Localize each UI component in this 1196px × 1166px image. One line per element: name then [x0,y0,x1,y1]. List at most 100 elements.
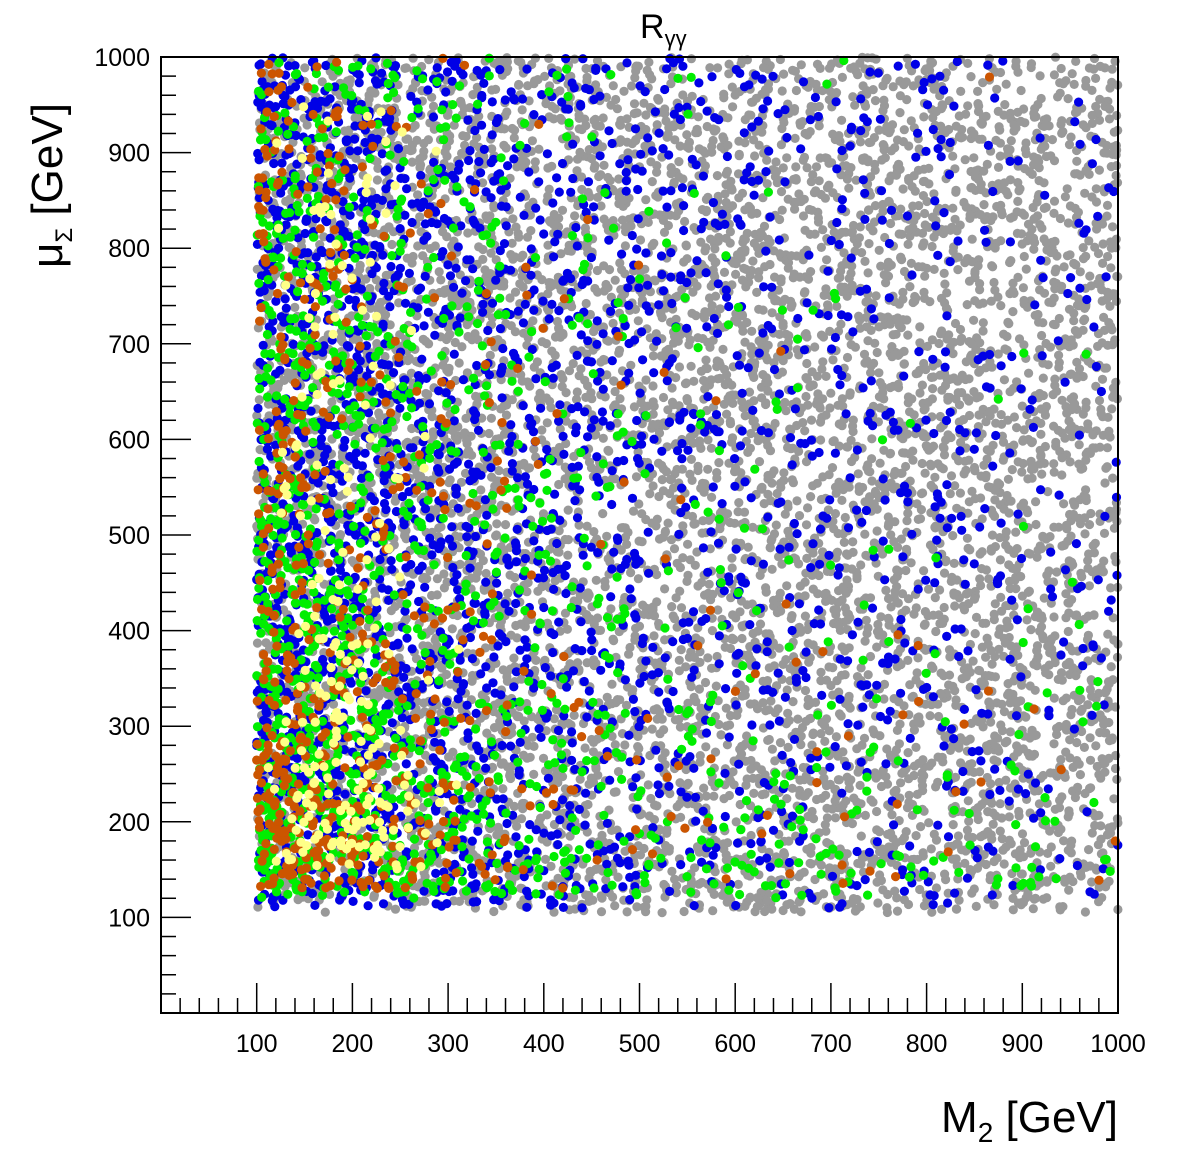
gray-point [878,140,888,150]
gray-point [919,566,929,576]
gray-point [445,475,455,485]
gray-point [603,283,613,293]
gray-point [875,378,885,388]
gray-point [811,162,822,172]
gray-point [633,316,643,326]
gray-point [1094,688,1104,699]
gray-point [587,154,597,164]
gray-point [953,831,964,841]
gray-point [1035,285,1045,295]
gray-point [836,282,846,292]
gray-point [913,165,924,175]
gray-point [761,706,771,716]
gray-point [478,254,488,264]
gray-point [501,143,511,153]
gray-point [430,241,440,251]
gray-point [582,521,592,531]
gray-point [597,830,607,841]
gray-point [1009,412,1020,422]
gray-point [1059,540,1069,551]
gray-point [1065,201,1075,211]
gray-point [924,818,934,828]
gray-point [1018,283,1028,293]
gray-point [707,626,718,636]
gray-point [722,740,733,750]
gray-point [1094,897,1104,907]
gray-point [1049,208,1059,218]
gray-point [300,63,310,73]
gray-point [989,900,999,910]
gray-point [549,907,559,917]
gray-point [1085,684,1095,695]
gray-point [706,443,717,453]
gray-point [1075,267,1085,277]
gray-point [571,872,582,882]
gray-point [637,509,647,519]
gray-point [933,699,943,709]
gray-point [1087,828,1097,838]
gray-point [820,736,830,747]
gray-point [1052,567,1062,577]
gray-point [999,707,1010,717]
gray-point [814,176,824,186]
gray-point [945,489,955,499]
gray-point [742,228,752,238]
gray-point [899,359,909,369]
gray-point [755,619,766,629]
gray-point [816,729,826,739]
gray-point [931,626,941,637]
gray-point [252,411,262,421]
gray-point [1106,583,1116,593]
gray-point [999,859,1009,869]
gray-point [544,184,554,194]
gray-point [457,342,467,352]
gray-point [581,298,591,309]
gray-point [1105,83,1115,93]
gray-point [939,602,949,613]
gray-point [413,190,423,200]
gray-point [507,238,517,248]
gray-point [960,858,970,869]
gray-point [707,492,717,502]
gray-point [606,604,616,614]
gray-point [848,92,858,102]
gray-point [1090,242,1100,252]
gray-point [1084,236,1094,246]
gray-point [436,275,446,285]
gray-point [978,618,988,629]
gray-point [1014,811,1024,821]
gray-point [1043,487,1053,497]
gray-point [590,160,600,171]
gray-point [602,531,612,541]
gray-point [1022,615,1032,625]
gray-point [813,213,824,223]
gray-point [832,548,842,558]
gray-point [872,526,882,536]
gray-point [1023,219,1034,229]
gray-point [687,475,697,485]
gray-point [973,86,983,96]
gray-point [527,732,538,743]
gray-point [658,392,669,403]
gray-point [915,884,925,895]
gray-point [850,100,860,110]
gray-point [800,287,810,297]
gray-point [635,664,645,674]
gray-point [1098,258,1108,268]
gray-point [697,528,707,538]
gray-point [876,261,886,271]
gray-point [514,80,524,90]
gray-point [657,475,667,485]
gray-point [1079,742,1089,753]
gray-point [432,574,442,584]
gray-point [608,81,618,91]
gray-point [620,241,631,251]
gray-point [407,423,417,434]
gray-point [1111,140,1121,151]
gray-point [996,236,1006,246]
gray-point [669,544,680,554]
gray-point [863,623,873,633]
gray-point [822,255,832,265]
gray-point [1100,767,1110,777]
gray-point [550,104,561,114]
